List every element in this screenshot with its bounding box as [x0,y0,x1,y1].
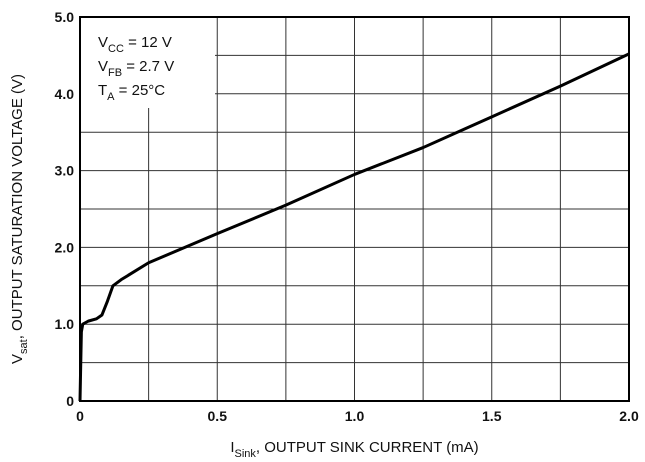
y-tick-label: 2.0 [55,239,75,255]
x-tick-label: 0.5 [208,408,228,424]
annotation-main: V [98,34,108,51]
annotation: VCC = 12 V [98,34,172,55]
y-tick-label: 0 [66,393,74,409]
annotation: TA = 25°C [98,82,165,103]
y-axis-label-sub: sat [18,339,30,354]
y-tick-label: 5.0 [55,9,75,25]
y-tick-label: 1.0 [55,316,75,332]
y-axis-label-main: V [9,354,26,364]
x-axis-label-sub: Sink [234,448,256,460]
x-axis-label-rest: , OUTPUT SINK CURRENT (mA) [256,439,479,456]
annotation-box [81,18,215,108]
annotation-rest: = 25°C [115,82,166,99]
annotation-sub: FB [108,67,122,79]
plot-frame [79,16,630,402]
annotation: VFB = 2.7 V [98,58,174,79]
y-axis-label-rest: , OUTPUT SATURATION VOLTAGE (V) [9,74,26,339]
x-tick-label: 0 [76,408,84,424]
y-tick-label: 3.0 [55,163,75,179]
y-axis-label: Vsat, OUTPUT SATURATION VOLTAGE (V) [9,74,30,364]
annotation-main: V [98,58,108,75]
annotation-rest: = 12 V [124,34,172,51]
y-tick-label: 4.0 [55,86,75,102]
annotation-sub: CC [108,43,124,55]
x-tick-label: 2.0 [619,408,639,424]
annotation-main: T [98,82,107,99]
curve [78,52,630,402]
x-tick-label: 1.0 [345,408,365,424]
annotation-sub: A [107,91,115,103]
x-axis-label: ISink, OUTPUT SINK CURRENT (mA) [230,439,478,460]
x-tick-label: 1.5 [482,408,502,424]
x-axis-label-main: I [230,439,234,456]
annotation-rest: = 2.7 V [122,58,174,75]
